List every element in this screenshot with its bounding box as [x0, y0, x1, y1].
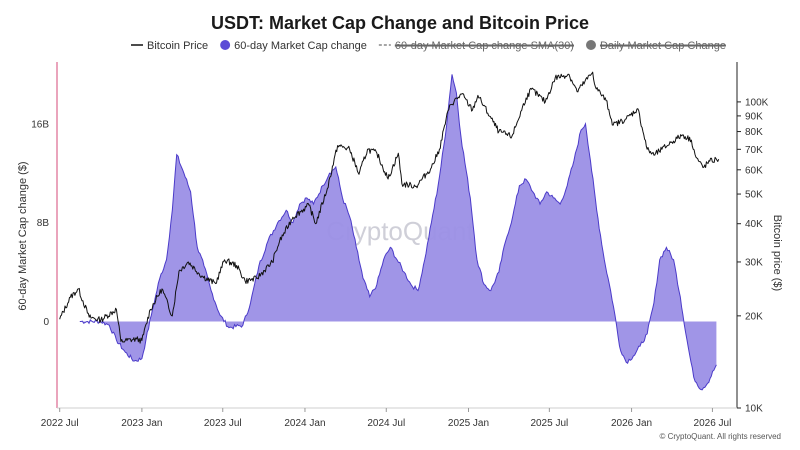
bitcoin-price-line: [59, 71, 720, 344]
y-right-tick-label: 90K: [745, 111, 763, 122]
y-axis-right-title: Bitcoin price ($): [771, 215, 783, 291]
legend-label: 60-day Market Cap change SMA(30): [395, 40, 574, 52]
market-cap-change-line: [79, 74, 717, 391]
copyright-credit: © CryptoQuant. All rights reserved: [660, 432, 782, 441]
legend-dot-swatch: [220, 40, 231, 50]
y-right-tick-label: 20K: [745, 311, 763, 322]
y-right-tick-label: 50K: [745, 190, 763, 201]
x-tick-label: 2026 Jul: [694, 418, 732, 429]
x-tick-label: 2025 Jan: [448, 418, 489, 429]
legend-label: Daily Market Cap Change: [600, 40, 726, 52]
market-cap-change-area: [79, 74, 717, 390]
y-left-tick-label: 0: [43, 317, 49, 328]
legend-item-1[interactable]: 60-day Market Cap change: [220, 40, 367, 52]
x-tick-label: 2022 Jul: [41, 418, 79, 429]
y-right-tick-label: 30K: [745, 257, 763, 268]
y-axis-left-title: 60-day Market Cap change ($): [17, 161, 29, 310]
y-right-tick-label: 40K: [745, 219, 763, 230]
chart-title: USDT: Market Cap Change and Bitcoin Pric…: [211, 13, 589, 33]
y-right-tick-label: 70K: [745, 145, 763, 156]
y-right-tick-label: 60K: [745, 165, 763, 176]
legend-item-3[interactable]: Daily Market Cap Change: [585, 40, 726, 52]
plot-area: [59, 71, 720, 391]
legend-label: Bitcoin Price: [147, 40, 208, 52]
x-tick-label: 2026 Jan: [611, 418, 652, 429]
y-right-tick-label: 10K: [745, 404, 763, 415]
x-tick-label: 2024 Jul: [367, 418, 405, 429]
legend-item-0[interactable]: Bitcoin Price: [131, 40, 208, 52]
y-left-tick-label: 8B: [37, 218, 50, 229]
x-tick-label: 2025 Jul: [530, 418, 568, 429]
legend-item-2[interactable]: 60-day Market Cap change SMA(30): [378, 40, 574, 52]
legend-label: 60-day Market Cap change: [234, 40, 367, 52]
x-tick-label: 2023 Jul: [204, 418, 242, 429]
y-right-tick-label: 80K: [745, 127, 763, 138]
y-left-tick-label: 16B: [31, 119, 49, 130]
y-right-tick-label: 100K: [745, 97, 769, 108]
x-tick-label: 2023 Jan: [121, 418, 162, 429]
x-tick-label: 2024 Jan: [284, 418, 325, 429]
legend-dot-swatch: [585, 40, 596, 50]
axes: 16B 8B 0 100K 90K 80K 70K 60K 50K 40K 30K 20K 10K 202…: [31, 62, 769, 429]
legend: Bitcoin Price 60-day Market Cap change 60-…: [131, 40, 726, 52]
